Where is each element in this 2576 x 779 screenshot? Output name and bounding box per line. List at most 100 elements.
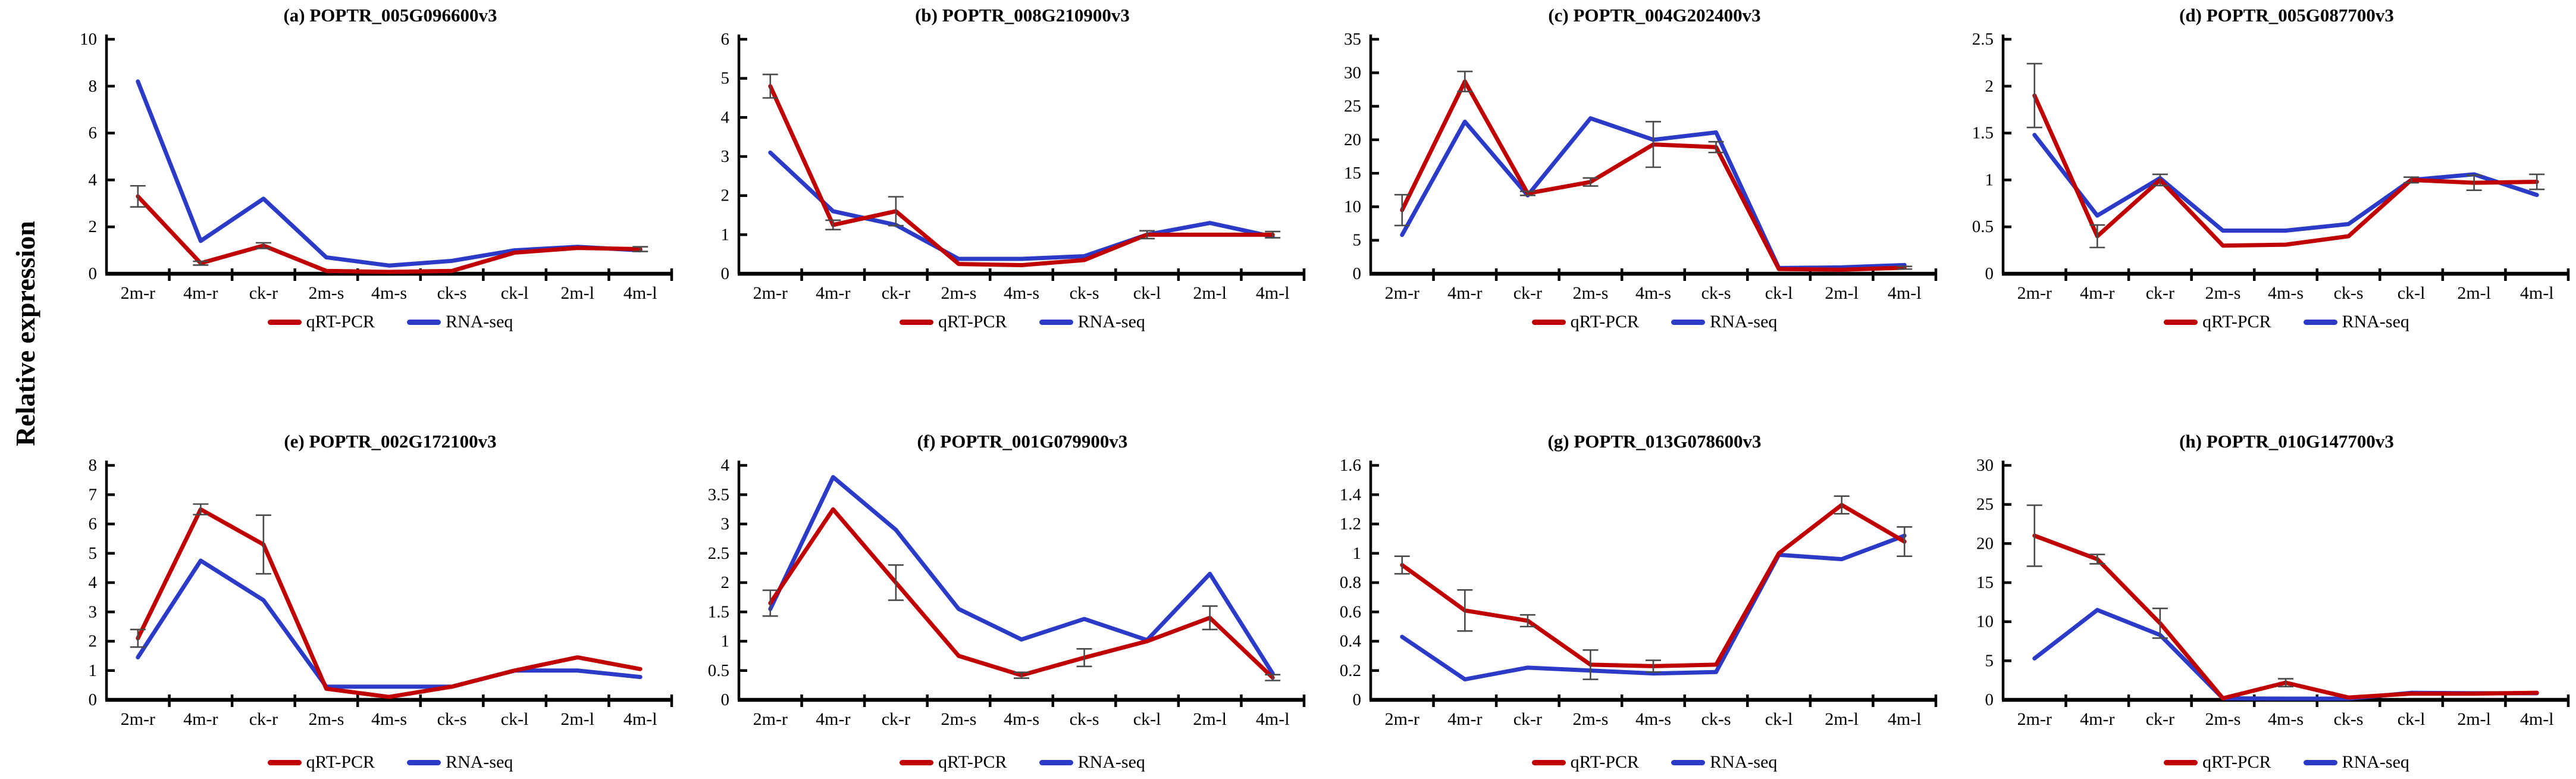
legend-item-rna-seq: RNA-seq: [1039, 312, 1145, 332]
y-tick-label: 4: [720, 108, 729, 127]
chart-plot: 0 0.5 1 1.5 2 2.5 3 3.5 4 2m-r 4m-r ck-r 2m-s 4m-s ck-…: [707, 456, 1305, 729]
legend-label-rna-seq: RNA-seq: [1077, 752, 1145, 772]
x-tick-label: ck-r: [249, 283, 278, 303]
x-tick-label: ck-r: [2145, 709, 2174, 729]
rna-seq-line-swatch: [2303, 759, 2337, 765]
x-tick-label: 2m-l: [2457, 709, 2491, 729]
x-tick-label: 4m-l: [2519, 709, 2553, 729]
legend-label-qrt-pcr: qRT-PCR: [938, 312, 1007, 331]
legend-label-qrt-pcr: qRT-PCR: [1570, 312, 1640, 331]
y-tick-label: 6: [89, 124, 98, 143]
y-tick-label: 2.5: [707, 544, 729, 563]
x-tick-label: ck-l: [1765, 709, 1793, 729]
y-tick-label: 1: [720, 225, 729, 244]
legend-item-rna-seq: RNA-seq: [2303, 752, 2409, 772]
x-tick-label: ck-s: [437, 709, 467, 729]
qrt-pcr-line: [136, 194, 643, 274]
x-tick-label: 2m-s: [1572, 283, 1608, 303]
x-tick-label: 4m-r: [183, 709, 218, 729]
y-tick-label: 30: [1976, 456, 1994, 475]
legend-item-qrt-pcr: qRT-PCR: [267, 752, 375, 772]
y-tick-label: 0: [89, 690, 98, 709]
shared-y-axis-label-wrap: Relative expression: [0, 0, 50, 667]
chart-plot: 0 1 2 3 4 5 6 2m-r 4m-r ck-r 2m-s 4m-s ck-s ck-l 2m-l 4…: [720, 30, 1305, 303]
chart-plot: 0 5 10 15 20 25 30 35 2m-r 4m-r ck-r 2m-s 4m-s ck-s ck…: [1344, 30, 1938, 303]
x-tick-label: ck-r: [881, 709, 910, 729]
y-tick-label: 2: [1985, 77, 1994, 96]
chart-legend: qRT-PCR RNA-seq: [1365, 309, 1944, 334]
y-tick-label: 1.5: [1972, 124, 1993, 143]
y-tick-label: 5: [89, 544, 98, 563]
rna-seq-line-swatch: [1039, 319, 1073, 325]
chart-title: (d) POPTR_005G087700v3: [2179, 5, 2394, 26]
y-tick-label: 10: [1976, 612, 1994, 631]
legend-label-rna-seq: RNA-seq: [446, 752, 513, 772]
qrt-pcr-line: [1400, 502, 1907, 668]
x-tick-label: 2m-l: [2457, 283, 2491, 303]
x-tick-label: 4m-r: [183, 283, 218, 303]
y-tick-label: 0: [89, 264, 98, 283]
chart-legend: qRT-PCR RNA-seq: [1998, 750, 2576, 775]
y-tick-label: 2: [89, 217, 98, 236]
rna-seq-line-swatch: [2303, 319, 2337, 325]
x-tick-label: ck-r: [881, 283, 910, 303]
chart-title: (c) POPTR_004G202400v3: [1548, 5, 1761, 26]
chart-title: (f) POPTR_001G079900v3: [917, 431, 1128, 452]
x-tick-label: 4m-s: [1635, 709, 1671, 729]
rna-seq-line: [136, 558, 643, 689]
x-tick-label: ck-l: [501, 283, 529, 303]
x-tick-label: ck-l: [1765, 283, 1793, 303]
x-tick-label: 2m-s: [308, 709, 344, 729]
x-tick-label: ck-s: [1701, 283, 1731, 303]
chart-legend: qRT-PCR RNA-seq: [101, 750, 679, 775]
y-tick-label: 0.4: [1340, 632, 1362, 651]
x-tick-label: 2m-r: [2017, 283, 2051, 303]
chart-title: (a) POPTR_005G096600v3: [283, 5, 497, 26]
qrt-pcr-line-swatch: [2164, 319, 2198, 325]
x-tick-label: 2m-s: [941, 283, 976, 303]
rna-seq-line-swatch: [407, 319, 441, 325]
x-tick-label: 2m-l: [1193, 283, 1227, 303]
legend-label-qrt-pcr: qRT-PCR: [1570, 752, 1640, 772]
x-tick-label: 2m-s: [941, 709, 976, 729]
x-tick-label: 4m-r: [2080, 283, 2114, 303]
x-tick-label: ck-l: [501, 709, 529, 729]
chart-title: (g) POPTR_013G078600v3: [1547, 431, 1762, 452]
legend-item-rna-seq: RNA-seq: [407, 312, 513, 332]
x-tick-label: 4m-l: [623, 283, 657, 303]
y-tick-label: 3.5: [707, 485, 729, 504]
chart-legend: qRT-PCR RNA-seq: [734, 309, 1312, 334]
x-tick-label: 4m-l: [2519, 283, 2553, 303]
legend-item-qrt-pcr: qRT-PCR: [900, 752, 1007, 772]
qrt-pcr-line: [767, 507, 1275, 680]
x-tick-label: 2m-r: [1385, 283, 1419, 303]
chart-plot: 0 0.2 0.4 0.6 0.8 1 1.2 1.4 1.6 2m-r 4m-r ck-r 2m-s 4…: [1340, 456, 1938, 729]
x-tick-label: 4m-s: [2268, 709, 2304, 729]
qrt-pcr-line-swatch: [267, 759, 302, 765]
x-tick-label: 4m-s: [1004, 283, 1039, 303]
y-tick-label: 4: [89, 573, 98, 592]
y-tick-label: 0.5: [1972, 217, 1993, 236]
y-tick-label: 0: [1985, 264, 1994, 283]
chart-panel-f: (f) POPTR_001G079900v3 0 0.5 1 1.5 2 2.5 3 3.5 4…: [680, 428, 1312, 775]
y-tick-label: 1: [1985, 170, 1994, 189]
legend-item-rna-seq: RNA-seq: [407, 752, 513, 772]
y-tick-label: 0: [1353, 264, 1362, 283]
y-tick-label: 8: [89, 77, 98, 96]
x-tick-label: 2m-l: [1193, 709, 1227, 729]
chart-plot: 0 5 10 15 20 25 30 2m-r 4m-r ck-r 2m-s 4m-s ck-s ck-l…: [1976, 456, 2569, 729]
y-tick-label: 20: [1976, 534, 1994, 553]
y-tick-label: 0.8: [1340, 573, 1361, 592]
chart-plot: 0 0.5 1 1.5 2 2.5 2m-r 4m-r ck-r 2m-s 4m-s ck-s ck-l…: [1972, 30, 2569, 303]
y-tick-label: 0: [1985, 690, 1994, 709]
x-tick-label: 2m-r: [753, 709, 787, 729]
legend-label-qrt-pcr: qRT-PCR: [306, 752, 375, 772]
x-tick-label: ck-s: [437, 283, 467, 303]
y-tick-label: 20: [1344, 130, 1361, 149]
chart-panel-g: (g) POPTR_013G078600v3 0 0.2 0.4 0.6 0.8 1 1.2…: [1312, 428, 1944, 775]
rna-seq-line: [136, 79, 643, 268]
legend-item-qrt-pcr: qRT-PCR: [900, 312, 1007, 332]
x-tick-label: 4m-s: [371, 283, 407, 303]
x-tick-label: 4m-l: [623, 709, 657, 729]
